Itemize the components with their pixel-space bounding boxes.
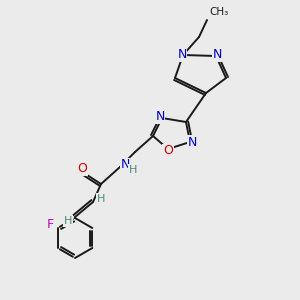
Text: F: F <box>47 218 54 232</box>
Text: N: N <box>155 110 165 124</box>
Text: N: N <box>212 49 222 62</box>
Text: N: N <box>120 158 130 172</box>
Text: O: O <box>77 163 87 176</box>
Text: H: H <box>129 165 137 175</box>
Text: N: N <box>187 136 197 148</box>
Text: O: O <box>163 145 173 158</box>
Text: CH₃: CH₃ <box>209 7 228 17</box>
Text: H: H <box>97 194 105 204</box>
Text: H: H <box>64 216 72 226</box>
Text: N: N <box>177 49 187 62</box>
